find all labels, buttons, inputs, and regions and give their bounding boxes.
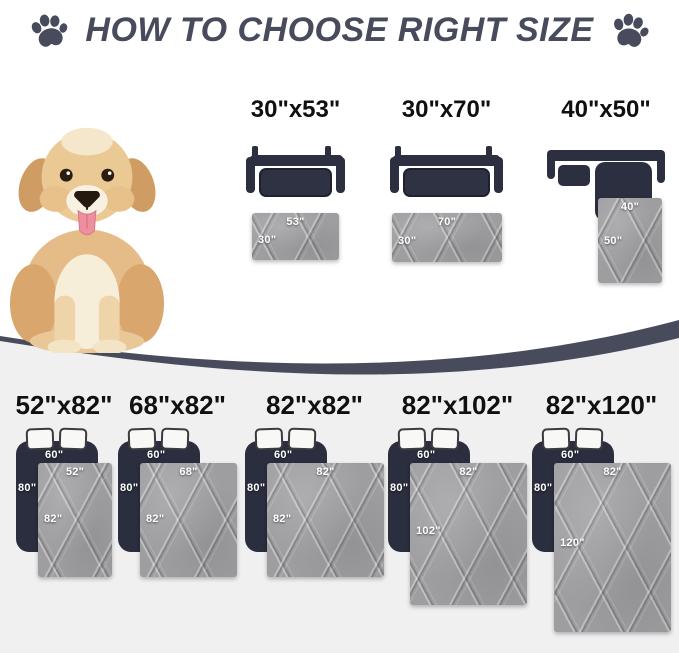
bed-length-label: 80" — [18, 482, 37, 494]
bed-width-label: 60" — [561, 449, 580, 461]
cover-blanket: 82" 102" — [410, 463, 527, 605]
header: HOW TO CHOOSE RIGHT SIZE — [0, 4, 679, 56]
pillow-right — [574, 427, 604, 451]
cover-height-label: 50" — [604, 235, 623, 248]
sofa-back-post-right — [325, 146, 331, 160]
bed-width-label: 60" — [45, 449, 64, 461]
sofa-seat-cushion — [403, 168, 490, 197]
cover-height-label: 30" — [398, 234, 417, 247]
pillow-left — [25, 427, 55, 451]
paw-icon — [613, 13, 649, 47]
cover-blanket: 82" 82" — [267, 463, 384, 577]
pillow-right — [160, 427, 190, 451]
cover-width-label: 53" — [286, 216, 305, 228]
size-label: 82"x102" — [401, 390, 514, 420]
bed-length-label: 80" — [534, 482, 553, 494]
pillow-left — [254, 427, 284, 451]
sofa-armrest-left — [390, 157, 399, 193]
size-label: 68"x82" — [129, 390, 226, 420]
bed-length-label: 80" — [247, 482, 266, 494]
sofa-size-option-1: 30"x53" 53" 30" — [244, 96, 347, 266]
cover-blanket: 53" 30" — [252, 213, 339, 260]
section-divider-swoosh — [0, 320, 679, 406]
cover-height-label: 82" — [146, 513, 165, 526]
cover-height-label: 82" — [44, 513, 63, 526]
size-label: 30"x70" — [401, 96, 492, 123]
sofa-size-option-3: 40"x50" 40" 50" — [547, 96, 665, 288]
sofa-armrest-left — [246, 157, 255, 193]
sofa-armrest-left — [547, 152, 555, 179]
cover-width-label: 82" — [459, 466, 478, 478]
sofa-back-post-left — [252, 146, 258, 160]
sofa-backrest — [250, 155, 343, 166]
pillow-left — [541, 427, 571, 451]
sofa-back-post-right — [486, 146, 492, 160]
pillow-right — [430, 427, 460, 451]
size-label: 52"x82" — [15, 390, 113, 420]
sofa-seat-cushion — [259, 168, 332, 197]
dog-photo — [9, 127, 165, 353]
cover-height-label: 102" — [416, 525, 441, 538]
sofa-backrest — [393, 155, 500, 166]
cover-blanket: 70" 30" — [392, 213, 502, 262]
pillow-right — [287, 427, 317, 451]
size-label: 82"x82" — [266, 390, 363, 420]
cover-width-label: 68" — [179, 466, 198, 478]
bed-length-label: 80" — [390, 482, 409, 494]
cover-width-label: 82" — [316, 466, 335, 478]
sofa-armrest-right — [336, 157, 345, 193]
cover-width-label: 52" — [65, 466, 85, 478]
pillow-left — [397, 427, 427, 451]
sofa-armrest-right — [657, 152, 665, 183]
bed-width-label: 60" — [417, 449, 436, 461]
sofa-backrest — [547, 150, 665, 161]
cover-blanket: 40" 50" — [598, 198, 662, 283]
sofa-armrest-right — [494, 157, 503, 193]
pillow-left — [127, 427, 157, 451]
bed-length-label: 80" — [120, 482, 139, 494]
cover-blanket: 52" 82" — [38, 463, 112, 577]
cover-height-label: 82" — [273, 513, 292, 526]
sofa-seat-cushion — [558, 165, 590, 186]
cover-width-label: 70" — [437, 216, 457, 228]
bed-width-label: 60" — [274, 449, 293, 461]
bed-width-label: 60" — [147, 449, 166, 461]
size-label: 30"x53" — [250, 96, 341, 123]
cover-width-label: 82" — [603, 466, 622, 478]
cover-height-label: 120" — [560, 537, 585, 550]
cover-width-label: 40" — [620, 201, 640, 213]
pillow-right — [58, 427, 88, 451]
size-label: 82"x120" — [545, 390, 658, 420]
cover-blanket: 68" 82" — [140, 463, 237, 577]
size-label: 40"x50" — [561, 96, 651, 123]
paw-icon — [32, 14, 68, 47]
sofa-back-post-left — [395, 146, 401, 160]
sofa-size-option-2: 30"x70" 70" 30" — [390, 96, 503, 266]
cover-blanket: 82" 120" — [554, 463, 671, 632]
page-title: HOW TO CHOOSE RIGHT SIZE — [85, 10, 594, 49]
cover-height-label: 30" — [258, 233, 277, 246]
